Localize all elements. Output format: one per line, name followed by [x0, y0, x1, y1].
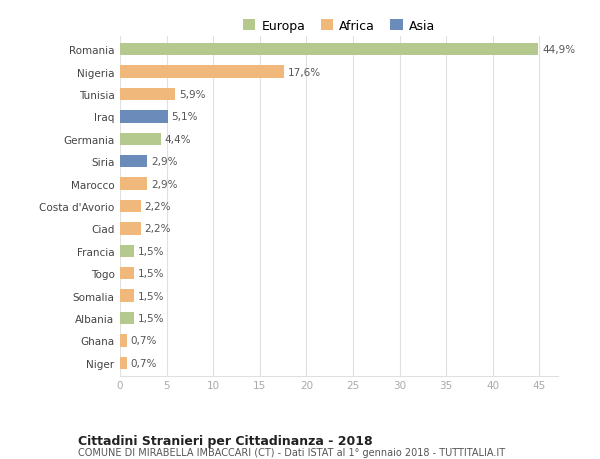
Text: 5,9%: 5,9%	[179, 90, 205, 100]
Text: 2,9%: 2,9%	[151, 157, 177, 167]
Text: 0,7%: 0,7%	[130, 336, 157, 346]
Bar	[120, 178, 147, 190]
Text: 4,4%: 4,4%	[165, 134, 191, 145]
Text: 1,5%: 1,5%	[138, 291, 164, 301]
Text: 1,5%: 1,5%	[138, 269, 164, 279]
Bar	[120, 290, 134, 302]
Text: COMUNE DI MIRABELLA IMBACCARI (CT) - Dati ISTAT al 1° gennaio 2018 - TUTTITALIA.: COMUNE DI MIRABELLA IMBACCARI (CT) - Dat…	[78, 448, 505, 458]
Bar	[120, 268, 134, 280]
Text: Cittadini Stranieri per Cittadinanza - 2018: Cittadini Stranieri per Cittadinanza - 2…	[78, 434, 373, 447]
Text: 1,5%: 1,5%	[138, 313, 164, 323]
Text: 17,6%: 17,6%	[288, 67, 321, 78]
Bar	[120, 134, 161, 146]
Bar	[120, 245, 134, 257]
Text: 2,2%: 2,2%	[144, 224, 171, 234]
Bar	[120, 67, 284, 78]
Bar	[120, 201, 140, 213]
Text: 44,9%: 44,9%	[542, 45, 575, 55]
Text: 5,1%: 5,1%	[171, 112, 198, 122]
Bar	[120, 223, 140, 235]
Bar	[120, 312, 134, 325]
Text: 0,7%: 0,7%	[130, 358, 157, 368]
Bar	[120, 111, 167, 123]
Bar	[120, 357, 127, 369]
Legend: Europa, Africa, Asia: Europa, Africa, Asia	[239, 16, 439, 36]
Text: 1,5%: 1,5%	[138, 246, 164, 256]
Bar	[120, 335, 127, 347]
Bar	[120, 89, 175, 101]
Bar	[120, 156, 147, 168]
Text: 2,2%: 2,2%	[144, 202, 171, 212]
Text: 2,9%: 2,9%	[151, 179, 177, 189]
Bar	[120, 44, 538, 56]
